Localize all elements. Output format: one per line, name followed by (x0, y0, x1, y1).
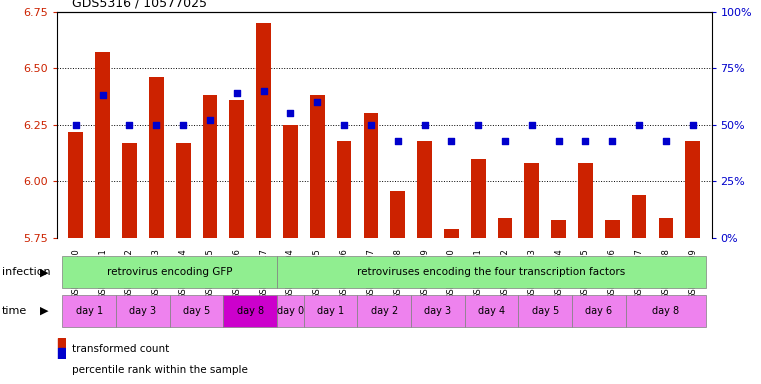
Bar (176, 143, 190, 238)
Point (633, 122, 645, 128)
Point (392, 137, 404, 144)
Bar (358, 295, 411, 326)
Bar (471, 159, 486, 238)
Point (445, 137, 457, 144)
Bar (277, 295, 304, 326)
Bar (283, 125, 298, 238)
Bar (605, 220, 619, 238)
Point (365, 122, 377, 128)
Bar (572, 295, 626, 326)
Bar (578, 163, 593, 238)
Bar (518, 295, 572, 326)
Text: day 3: day 3 (129, 306, 157, 316)
Text: day 5: day 5 (532, 306, 559, 316)
Text: day 0: day 0 (277, 306, 304, 316)
Point (204, 117, 216, 123)
Bar (336, 141, 352, 238)
Text: transformed count: transformed count (72, 344, 170, 354)
Bar (465, 295, 518, 326)
Text: day 3: day 3 (425, 306, 451, 316)
Bar (62, 295, 116, 326)
Bar (68, 132, 83, 238)
Bar (62, 257, 277, 288)
Bar (411, 295, 465, 326)
Bar (658, 218, 673, 238)
Bar (444, 229, 459, 238)
Text: day 4: day 4 (478, 306, 505, 316)
Text: GDS5316 / 10577025: GDS5316 / 10577025 (72, 0, 207, 10)
Text: retroviruses encoding the four transcription factors: retroviruses encoding the four transcrip… (358, 267, 626, 277)
Bar (551, 220, 566, 238)
Bar (116, 295, 170, 326)
Bar (524, 163, 540, 238)
Bar (229, 100, 244, 238)
Bar (626, 295, 706, 326)
Text: retrovirus encoding GFP: retrovirus encoding GFP (107, 267, 232, 277)
Bar (310, 95, 325, 238)
Point (311, 99, 323, 105)
Bar (632, 195, 647, 238)
Text: day 8: day 8 (237, 306, 264, 316)
Point (499, 137, 511, 144)
Bar (498, 218, 512, 238)
Point (526, 122, 538, 128)
Point (257, 88, 269, 94)
Text: day 1: day 1 (317, 306, 344, 316)
Point (419, 122, 431, 128)
Bar (58, 349, 65, 359)
Point (231, 90, 243, 96)
Bar (122, 143, 137, 238)
Bar (304, 295, 358, 326)
Point (123, 122, 135, 128)
Point (70, 122, 82, 128)
Bar (277, 257, 706, 288)
Point (607, 137, 619, 144)
Point (285, 111, 297, 117)
Bar (364, 114, 378, 238)
Bar (686, 141, 700, 238)
Text: percentile rank within the sample: percentile rank within the sample (72, 365, 248, 375)
Bar (95, 52, 110, 238)
Text: day 8: day 8 (652, 306, 680, 316)
Bar (417, 141, 432, 238)
Text: time: time (2, 306, 27, 316)
Point (338, 122, 350, 128)
Point (660, 137, 672, 144)
Text: ▶: ▶ (40, 267, 48, 277)
Text: day 5: day 5 (183, 306, 210, 316)
Bar (224, 295, 277, 326)
Point (686, 122, 699, 128)
Bar (202, 95, 218, 238)
Text: day 6: day 6 (585, 306, 613, 316)
Bar (256, 23, 271, 238)
Text: day 2: day 2 (371, 306, 398, 316)
Point (552, 137, 565, 144)
Bar (58, 338, 65, 349)
Text: ▶: ▶ (40, 306, 48, 316)
Text: infection: infection (2, 267, 50, 277)
Text: day 1: day 1 (75, 306, 103, 316)
Bar (149, 77, 164, 238)
Bar (170, 295, 224, 326)
Point (177, 122, 189, 128)
Point (150, 122, 162, 128)
Point (472, 122, 484, 128)
Point (579, 137, 591, 144)
Point (97, 92, 109, 98)
Bar (390, 190, 405, 238)
